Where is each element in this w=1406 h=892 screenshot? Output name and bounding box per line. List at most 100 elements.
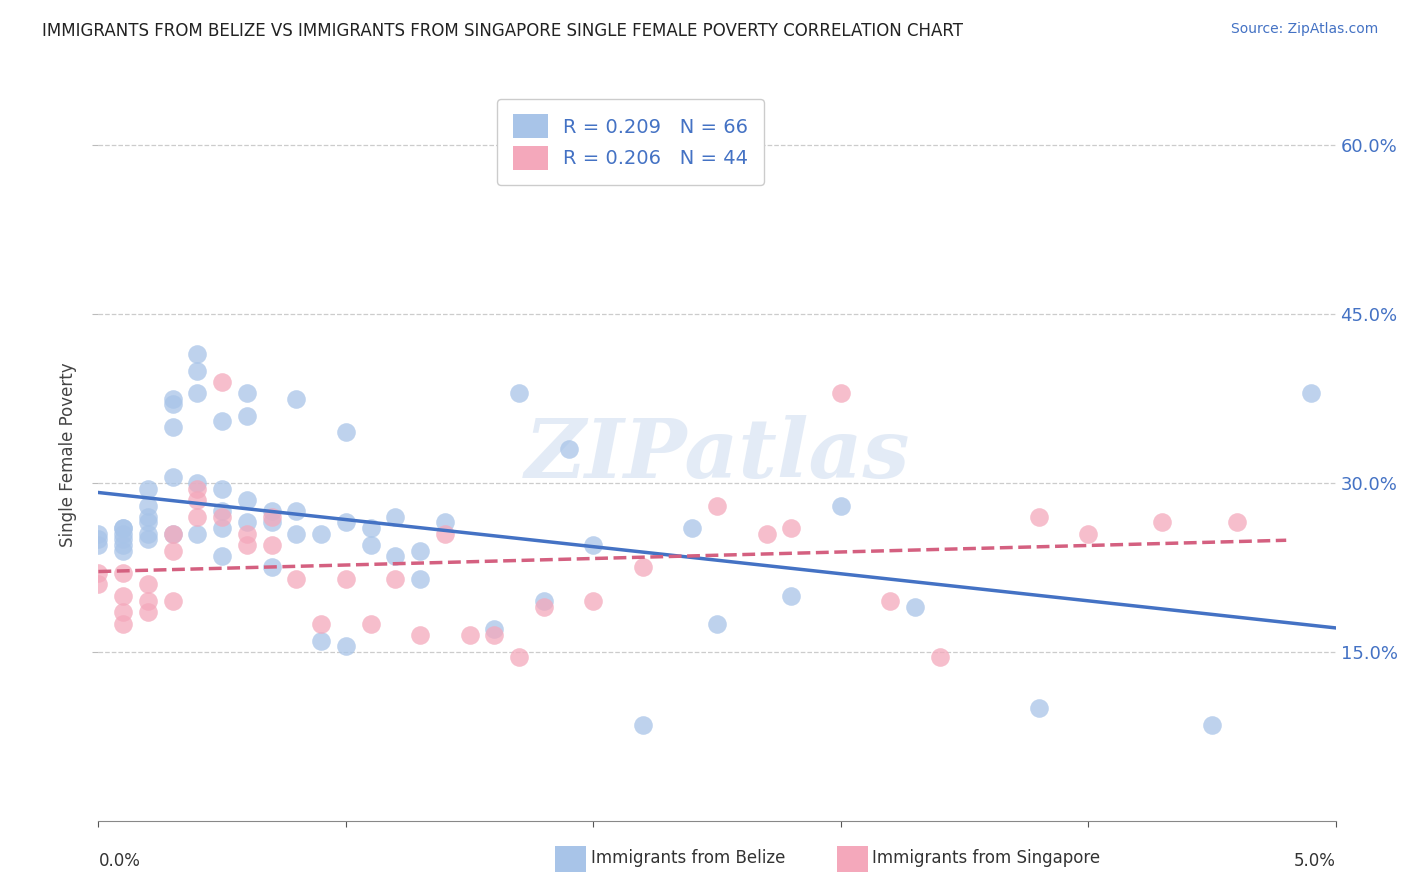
Point bbox=[557, 442, 579, 457]
Point bbox=[136, 509, 159, 524]
Point bbox=[112, 606, 135, 620]
Point bbox=[384, 549, 406, 564]
Point bbox=[211, 509, 233, 524]
Point bbox=[136, 482, 159, 496]
Point bbox=[1152, 516, 1174, 530]
Point bbox=[211, 549, 233, 564]
Point bbox=[87, 538, 110, 552]
Point bbox=[112, 521, 135, 535]
Point bbox=[360, 538, 382, 552]
Point bbox=[211, 375, 233, 389]
Legend: R = 0.209   N = 66, R = 0.206   N = 44: R = 0.209 N = 66, R = 0.206 N = 44 bbox=[498, 99, 763, 186]
Point bbox=[112, 538, 135, 552]
Text: 5.0%: 5.0% bbox=[1294, 852, 1336, 870]
Point bbox=[162, 392, 184, 406]
Point bbox=[260, 538, 283, 552]
Point bbox=[1201, 718, 1223, 732]
Point bbox=[136, 533, 159, 547]
Point bbox=[484, 623, 506, 637]
Point bbox=[309, 616, 332, 631]
Point bbox=[136, 516, 159, 530]
Point bbox=[112, 526, 135, 541]
Point bbox=[236, 409, 259, 423]
Point bbox=[236, 526, 259, 541]
Point bbox=[928, 650, 950, 665]
Point bbox=[112, 566, 135, 580]
Point bbox=[1226, 516, 1249, 530]
Point bbox=[162, 543, 184, 558]
Point bbox=[186, 526, 208, 541]
Point bbox=[87, 577, 110, 591]
Point bbox=[384, 509, 406, 524]
Point bbox=[186, 482, 208, 496]
Point bbox=[706, 499, 728, 513]
Point bbox=[186, 492, 208, 507]
Point bbox=[1028, 701, 1050, 715]
Point bbox=[136, 577, 159, 591]
Point bbox=[162, 526, 184, 541]
Point bbox=[87, 533, 110, 547]
Point bbox=[335, 516, 357, 530]
Point bbox=[755, 526, 778, 541]
Point bbox=[830, 386, 852, 401]
Point bbox=[1299, 386, 1322, 401]
Point bbox=[260, 504, 283, 518]
Point bbox=[162, 397, 184, 411]
Point bbox=[879, 594, 901, 608]
Point bbox=[136, 526, 159, 541]
Point bbox=[186, 509, 208, 524]
Point bbox=[87, 526, 110, 541]
Point bbox=[186, 386, 208, 401]
Point bbox=[87, 566, 110, 580]
Point bbox=[112, 616, 135, 631]
Point bbox=[1077, 526, 1099, 541]
Point bbox=[211, 414, 233, 428]
Point bbox=[236, 538, 259, 552]
Point bbox=[780, 589, 803, 603]
Text: 0.0%: 0.0% bbox=[98, 852, 141, 870]
Text: Source: ZipAtlas.com: Source: ZipAtlas.com bbox=[1230, 22, 1378, 37]
Point bbox=[533, 594, 555, 608]
Y-axis label: Single Female Poverty: Single Female Poverty bbox=[59, 363, 77, 547]
Point bbox=[260, 560, 283, 574]
Point bbox=[186, 346, 208, 360]
Point bbox=[260, 516, 283, 530]
Point bbox=[360, 521, 382, 535]
Point bbox=[409, 628, 432, 642]
Point bbox=[508, 386, 530, 401]
Point bbox=[409, 543, 432, 558]
Point bbox=[285, 392, 308, 406]
Point bbox=[433, 526, 456, 541]
Point bbox=[335, 639, 357, 653]
Text: ZIPatlas: ZIPatlas bbox=[524, 415, 910, 495]
Point bbox=[681, 521, 703, 535]
Point bbox=[211, 482, 233, 496]
Point bbox=[409, 572, 432, 586]
Point bbox=[236, 516, 259, 530]
Point bbox=[211, 521, 233, 535]
Point bbox=[260, 509, 283, 524]
Point bbox=[335, 425, 357, 440]
Text: Immigrants from Singapore: Immigrants from Singapore bbox=[872, 849, 1099, 867]
Point bbox=[112, 589, 135, 603]
Point bbox=[136, 606, 159, 620]
Text: Immigrants from Belize: Immigrants from Belize bbox=[591, 849, 785, 867]
Point bbox=[1028, 509, 1050, 524]
Point bbox=[458, 628, 481, 642]
Point bbox=[904, 599, 927, 614]
Point bbox=[285, 504, 308, 518]
Point bbox=[706, 616, 728, 631]
Point bbox=[285, 572, 308, 586]
Point bbox=[236, 492, 259, 507]
Point bbox=[582, 594, 605, 608]
Point bbox=[582, 538, 605, 552]
Point bbox=[335, 572, 357, 586]
Point bbox=[631, 718, 654, 732]
Point bbox=[162, 594, 184, 608]
Text: IMMIGRANTS FROM BELIZE VS IMMIGRANTS FROM SINGAPORE SINGLE FEMALE POVERTY CORREL: IMMIGRANTS FROM BELIZE VS IMMIGRANTS FRO… bbox=[42, 22, 963, 40]
Point bbox=[384, 572, 406, 586]
Point bbox=[186, 476, 208, 491]
Point bbox=[112, 533, 135, 547]
Point bbox=[780, 521, 803, 535]
Point bbox=[186, 363, 208, 377]
